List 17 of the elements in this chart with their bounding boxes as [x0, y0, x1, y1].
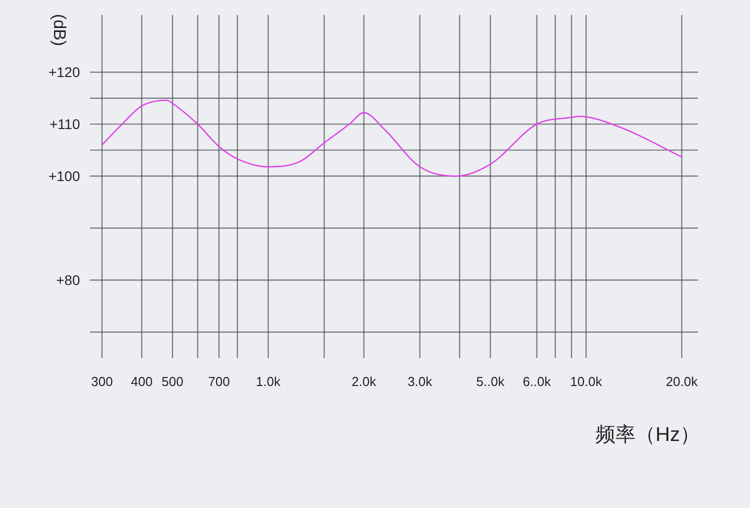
x-tick-label: 5..0k	[476, 374, 505, 389]
x-tick-label: 10.0k	[570, 374, 602, 389]
y-tick-label: +100	[48, 168, 80, 184]
y-tick-label: +120	[48, 64, 80, 80]
x-tick-label: 2.0k	[352, 374, 377, 389]
x-tick-label: 300	[91, 374, 113, 389]
x-tick-label: 6..0k	[522, 374, 552, 389]
y-axis-title: (dB)	[50, 14, 69, 46]
x-tick-label: 700	[208, 374, 230, 389]
x-tick-label: 1.0k	[256, 374, 281, 389]
x-tick-label: 3.0k	[408, 374, 433, 389]
x-tick-label: 500	[162, 374, 184, 389]
y-tick-label: +110	[50, 116, 80, 132]
x-tick-label: 20.0k	[666, 374, 698, 389]
x-axis-title: 频率（Hz）	[596, 424, 700, 446]
x-tick-label: 400	[130, 374, 153, 389]
y-tick-label: +80	[56, 272, 80, 288]
